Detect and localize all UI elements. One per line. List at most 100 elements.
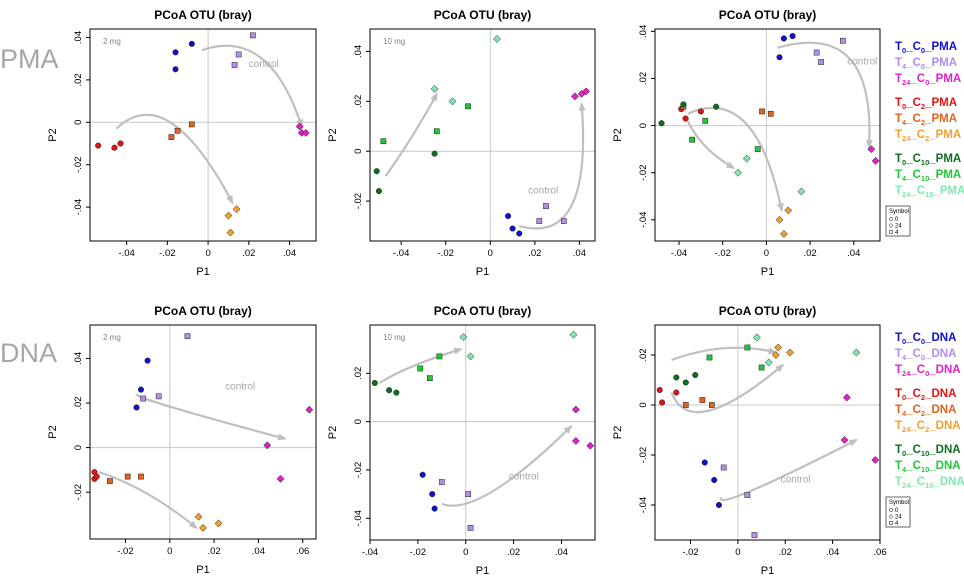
data-point bbox=[305, 405, 314, 414]
data-point bbox=[701, 459, 708, 466]
symbol-legend-label: 0 bbox=[895, 508, 899, 514]
data-point bbox=[235, 51, 242, 58]
data-point bbox=[144, 357, 151, 364]
data-point bbox=[571, 405, 580, 414]
data-point bbox=[852, 348, 861, 357]
x-tick-label: 0 bbox=[735, 547, 740, 558]
x-tick-label: .02 bbox=[507, 547, 520, 558]
y-tick-label: 0 bbox=[73, 120, 84, 125]
data-point bbox=[764, 358, 773, 367]
color-legend-2: T0_C0_DNA T4_C0_DNA T24_C0_DNA T0_C2_DNA T4_… bbox=[895, 332, 964, 490]
legend-entry: T24_C0_DNA bbox=[895, 364, 961, 378]
data-point bbox=[682, 379, 689, 386]
symbol-legend-marker bbox=[889, 230, 893, 234]
x-tick-label: -.04 bbox=[393, 248, 409, 259]
y-axis-label: P2 bbox=[47, 425, 59, 438]
dose-note: 10 mg bbox=[383, 37, 405, 46]
legend-entry: T0_C10_PMA bbox=[895, 153, 961, 167]
trajectory-arrow bbox=[777, 41, 873, 149]
control-annotation: control bbox=[225, 382, 255, 393]
data-point bbox=[301, 128, 310, 137]
data-point bbox=[656, 386, 663, 394]
dose-note: 2 mg bbox=[103, 333, 121, 342]
data-point bbox=[93, 473, 100, 480]
data-point bbox=[715, 501, 722, 509]
data-point bbox=[184, 333, 191, 339]
data-point bbox=[774, 343, 783, 352]
data-point bbox=[431, 505, 438, 512]
x-tick-label: -.04 bbox=[671, 248, 687, 259]
x-tick-label: 0 bbox=[764, 248, 769, 259]
control-annotation: control bbox=[847, 56, 877, 67]
data-point bbox=[771, 351, 780, 359]
y-axis-label: P2 bbox=[612, 426, 624, 439]
data-point bbox=[586, 441, 595, 450]
data-point bbox=[720, 464, 727, 471]
data-point bbox=[448, 97, 457, 106]
data-point bbox=[582, 87, 591, 96]
y-tick-label: -.04 bbox=[638, 497, 649, 513]
legend-entry: T4_C0_DNA bbox=[895, 348, 956, 362]
data-point bbox=[840, 37, 846, 44]
panel-title: PCoA OTU (bray) bbox=[719, 304, 817, 318]
data-point bbox=[867, 145, 876, 154]
legend-entry: T4_C2_PMA bbox=[895, 113, 957, 127]
data-point bbox=[95, 142, 102, 149]
x-tick-label: .06 bbox=[873, 547, 886, 558]
symbol-legend-label: 4 bbox=[895, 230, 899, 236]
y-tick-label: .02 bbox=[638, 72, 649, 85]
y-tick-label: -.02 bbox=[638, 447, 649, 463]
data-point bbox=[708, 402, 715, 408]
pcoa-panel-4: PCoA OTU (bray) -.02 0 .02 .04 .06 -.02 0 .02 .04… bbox=[47, 304, 317, 576]
data-point bbox=[780, 35, 787, 42]
data-point bbox=[840, 436, 849, 444]
trajectory-arrow bbox=[686, 120, 736, 169]
y-tick-label: -.02 bbox=[73, 484, 84, 500]
trajectory-arrow bbox=[671, 346, 778, 362]
x-tick-label: .04 bbox=[826, 547, 839, 558]
data-point bbox=[543, 203, 549, 209]
data-point bbox=[569, 330, 578, 339]
data-point bbox=[509, 225, 516, 232]
trajectory-arrow bbox=[115, 113, 234, 205]
y-axis-label: P2 bbox=[327, 128, 339, 141]
trajectory-arrow bbox=[670, 363, 785, 414]
y-tick-label: 0 bbox=[638, 123, 649, 128]
panel-title: PCoA OTU (bray) bbox=[154, 8, 252, 22]
trajectory-arrow bbox=[518, 101, 586, 230]
panel-title: PCoA OTU (bray) bbox=[719, 8, 817, 22]
data-point bbox=[263, 441, 272, 450]
pcoa-panel-1: PCoA OTU (bray) -.04 -.02 0 .02 .04 -.04 -.02 0.… bbox=[47, 8, 317, 278]
y-axis-label: P2 bbox=[327, 426, 339, 439]
plot-frame bbox=[369, 28, 596, 242]
control-annotation: control bbox=[509, 472, 539, 483]
data-point bbox=[393, 389, 400, 396]
data-point bbox=[744, 344, 751, 351]
x-tick-label: .04 bbox=[847, 248, 860, 259]
data-point bbox=[871, 156, 880, 165]
data-point bbox=[419, 471, 426, 478]
x-tick-label: -.02 bbox=[438, 248, 454, 259]
x-tick-label: .04 bbox=[573, 248, 586, 259]
data-point bbox=[140, 395, 147, 402]
data-point bbox=[673, 389, 680, 396]
data-point bbox=[516, 230, 523, 237]
plot-frame bbox=[654, 324, 881, 541]
data-point bbox=[431, 150, 438, 157]
x-tick-label: -.04 bbox=[362, 547, 378, 558]
symbol-legend-frame bbox=[885, 205, 911, 237]
data-point bbox=[465, 491, 471, 497]
panel-title: PCoA OTU (bray) bbox=[154, 304, 252, 318]
symbol-legend-marker bbox=[889, 217, 893, 221]
data-point bbox=[137, 386, 145, 393]
x-tick-label: .02 bbox=[528, 248, 541, 259]
y-tick-label: .04 bbox=[353, 45, 364, 58]
legend-entry: T0_C0_PMA bbox=[895, 41, 957, 55]
data-point bbox=[117, 140, 124, 147]
x-tick-label: -.02 bbox=[117, 546, 133, 557]
plot-frame bbox=[89, 324, 317, 540]
data-point bbox=[276, 474, 285, 483]
data-point bbox=[375, 188, 382, 195]
data-point bbox=[386, 387, 393, 394]
